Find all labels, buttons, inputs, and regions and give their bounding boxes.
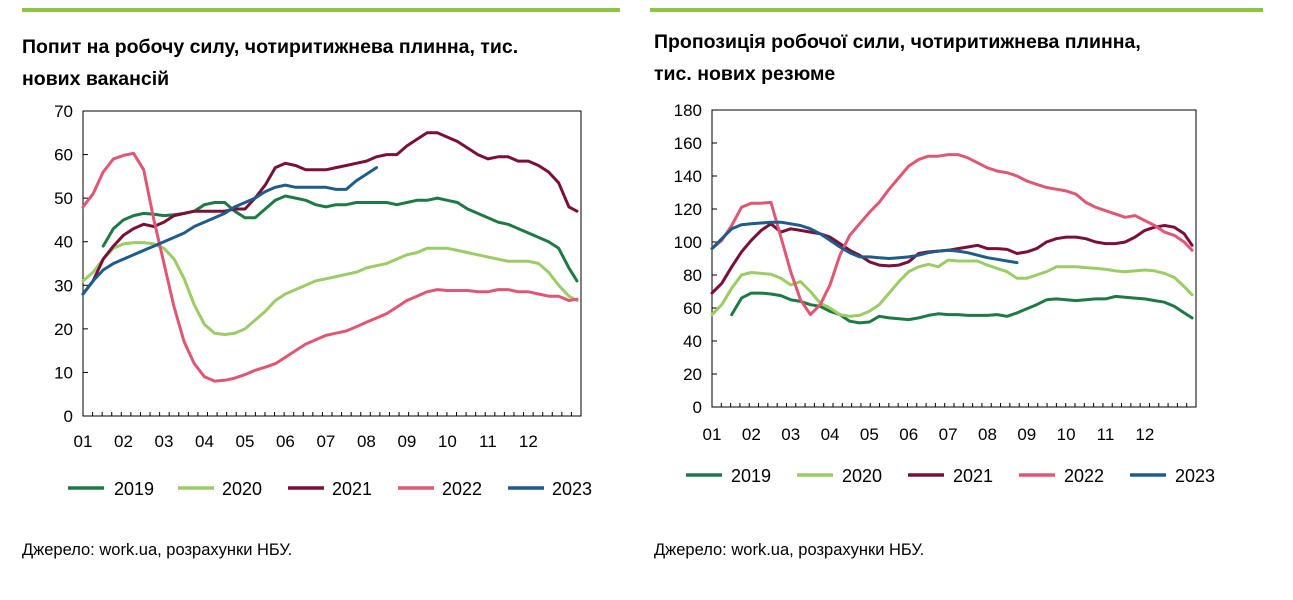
legend-label-2022: 2022 [1064,466,1104,486]
x-tick-label: 01 [703,425,722,444]
x-tick-label: 09 [397,432,416,451]
x-tick-label: 10 [438,432,457,451]
x-tick-label: 02 [114,432,133,451]
x-tick-label: 08 [357,432,376,451]
legend-label-2020: 2020 [842,466,882,486]
y-tick-label: 100 [674,233,702,252]
y-tick-label: 140 [674,167,702,186]
source-note-right: Джерело: work.ua, розрахунки НБУ. [654,541,925,559]
series-line-2019 [730,291,1194,325]
y-tick-label: 20 [683,365,702,384]
x-tick-label: 11 [479,432,497,451]
y-tick-label: 30 [54,276,73,295]
chart-title-line1: Попит на робочу силу, чотиритижнева плин… [22,36,519,58]
x-tick-label: 05 [235,432,254,451]
source-note-left: Джерело: work.ua, розрахунки НБУ. [22,541,293,559]
y-tick-label: 10 [54,363,73,382]
legend-label-2023: 2023 [1175,466,1215,486]
series-line-2020 [81,241,579,336]
chart-title-line1: Пропозиція робочої сили, чотиритижнева п… [654,31,1141,53]
y-tick-label: 60 [683,299,702,318]
x-tick-label: 07 [939,425,958,444]
y-tick-label: 160 [674,134,702,153]
x-tick-label: 02 [742,425,761,444]
top-rule-left [22,8,620,12]
legend-label-2022: 2022 [442,479,482,499]
legend-label-2019: 2019 [731,466,771,486]
y-tick-label: 60 [54,146,73,165]
x-tick-label: 08 [978,425,997,444]
y-tick-label: 0 [693,398,702,417]
x-tick-label: 03 [781,425,800,444]
chart-title-supply: Пропозиція робочої сили, чотиритижнева п… [654,26,1264,90]
series-line-2020 [710,258,1194,318]
series-line-2023 [710,220,1019,265]
x-tick-label: 04 [821,425,840,444]
x-tick-label: 07 [316,432,335,451]
legend-label-2021: 2021 [332,479,372,499]
x-tick-label: 03 [155,432,174,451]
series-line-2022 [710,153,1194,317]
legend-label-2021: 2021 [953,466,993,486]
x-tick-label: 12 [519,432,538,451]
legend-label-2019: 2019 [114,479,154,499]
x-tick-label: 06 [276,432,295,451]
series-line-2021 [81,131,579,296]
legend-label-2020: 2020 [222,479,262,499]
series-line-2022 [81,151,579,383]
y-tick-label: 40 [54,233,73,252]
x-tick-label: 04 [195,432,214,451]
series-line-2023 [81,166,378,296]
x-tick-label: 10 [1057,425,1076,444]
legend-label-2023: 2023 [552,479,592,499]
x-tick-label: 06 [899,425,918,444]
x-tick-label: 01 [74,432,93,451]
x-tick-label: 12 [1135,425,1154,444]
y-tick-label: 180 [674,101,702,120]
y-tick-label: 20 [54,320,73,339]
x-tick-label: 11 [1097,425,1115,444]
y-tick-label: 40 [683,332,702,351]
series-line-2021 [710,222,1194,295]
y-tick-label: 70 [54,102,73,121]
x-tick-label: 05 [860,425,879,444]
chart-title-demand: Попит на робочу силу, чотиритижнева плин… [22,31,632,95]
chart-title-line2: нових вакансій [22,68,170,90]
top-rule-right [650,8,1263,12]
chart-title-line2: тис. нових резюме [654,63,836,85]
y-tick-label: 0 [64,407,73,426]
x-tick-label: 09 [1017,425,1036,444]
y-tick-label: 120 [674,200,702,219]
y-tick-label: 50 [54,189,73,208]
y-tick-label: 80 [683,266,702,285]
